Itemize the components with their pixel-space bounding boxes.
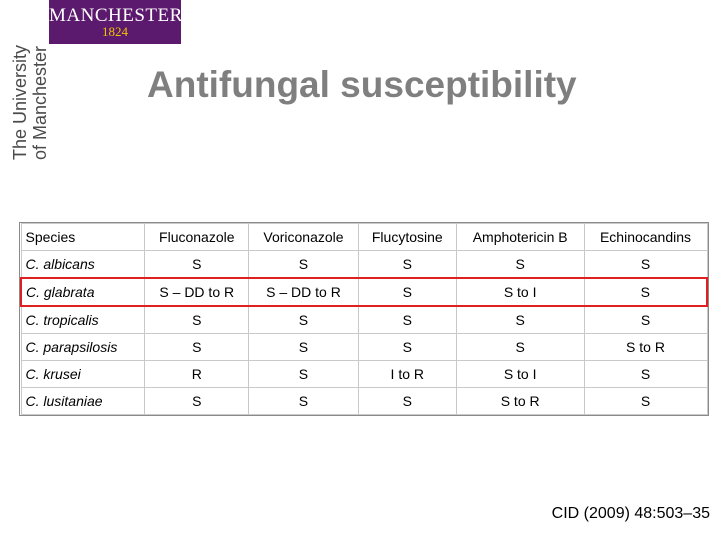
header-voriconazole: Voriconazole bbox=[248, 223, 359, 251]
table-cell: S bbox=[357, 305, 457, 334]
table-cell: S bbox=[455, 250, 585, 279]
citation: CID (2009) 48:503–35 bbox=[551, 505, 710, 522]
table-header-row: Species Fluconazole Voriconazole Flucyto… bbox=[20, 223, 708, 251]
table-cell: S to I bbox=[455, 360, 585, 388]
species-cell: C. lusitaniae bbox=[20, 387, 146, 415]
table-row: C. albicans S S S S S bbox=[20, 250, 708, 279]
table-cell: S – DD to R bbox=[144, 277, 250, 307]
species-cell: C. albicans bbox=[20, 250, 146, 279]
table-cell: S bbox=[357, 277, 457, 307]
table-cell: S bbox=[248, 360, 359, 388]
table-cell: S bbox=[248, 387, 359, 415]
table-cell: S bbox=[144, 305, 250, 334]
header-species: Species bbox=[20, 223, 146, 251]
species-cell: C. parapsilosis bbox=[20, 333, 146, 361]
table-cell: S bbox=[248, 305, 359, 334]
species-cell: C. tropicalis bbox=[20, 305, 146, 334]
logo-year: 1824 bbox=[102, 24, 128, 39]
table-cell: S to R bbox=[455, 387, 585, 415]
species-cell: C. glabrata bbox=[20, 277, 146, 307]
table-cell: S bbox=[583, 250, 708, 279]
table-cell: S bbox=[248, 250, 359, 279]
table-cell: S bbox=[455, 305, 585, 334]
table-cell: S bbox=[357, 387, 457, 415]
table-cell: S bbox=[144, 333, 250, 361]
table-cell: S bbox=[455, 333, 585, 361]
table-cell: S to R bbox=[583, 333, 708, 361]
wordmark-line-1: The University bbox=[10, 44, 30, 160]
species-cell: C. krusei bbox=[20, 360, 146, 388]
table-row-highlighted: C. glabrata S – DD to R S – DD to R S S … bbox=[20, 277, 708, 307]
table-row: C. krusei R S I to R S to I S bbox=[20, 360, 708, 388]
table-row: C. parapsilosis S S S S S to R bbox=[20, 333, 708, 361]
header-echinocandins: Echinocandins bbox=[583, 223, 708, 251]
table-cell: R bbox=[144, 360, 250, 388]
table-cell: S bbox=[144, 250, 250, 279]
table-cell: S bbox=[583, 305, 708, 334]
university-wordmark: The University of Manchester bbox=[10, 0, 54, 160]
header-flucytosine: Flucytosine bbox=[357, 223, 457, 251]
table-cell: S bbox=[357, 333, 457, 361]
table-cell: S bbox=[357, 250, 457, 279]
university-logo: MANCHESTER 1824 bbox=[49, 0, 183, 44]
susceptibility-table: Species Fluconazole Voriconazole Flucyto… bbox=[19, 222, 709, 416]
table-row: C. lusitaniae S S S S to R S bbox=[20, 387, 708, 415]
table-cell: S – DD to R bbox=[248, 277, 359, 307]
table-cell: S to I bbox=[455, 277, 585, 307]
table-row: C. tropicalis S S S S S bbox=[20, 305, 708, 334]
wordmark-line-2: of Manchester bbox=[30, 45, 50, 160]
table-cell: S bbox=[144, 387, 250, 415]
table-cell: I to R bbox=[357, 360, 457, 388]
table-cell: S bbox=[583, 360, 708, 388]
header-amphotericin-b: Amphotericin B bbox=[455, 223, 585, 251]
header-fluconazole: Fluconazole bbox=[144, 223, 250, 251]
table-cell: S bbox=[583, 387, 708, 415]
slide-title: Antifungal susceptibility bbox=[147, 64, 577, 105]
table-cell: S bbox=[248, 333, 359, 361]
table-cell: S bbox=[583, 277, 708, 307]
logo-name: MANCHESTER bbox=[49, 5, 183, 26]
